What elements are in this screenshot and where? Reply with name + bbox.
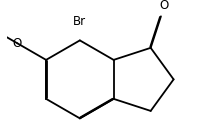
- Text: Br: Br: [73, 15, 86, 28]
- Text: O: O: [160, 0, 169, 12]
- Text: O: O: [13, 37, 22, 50]
